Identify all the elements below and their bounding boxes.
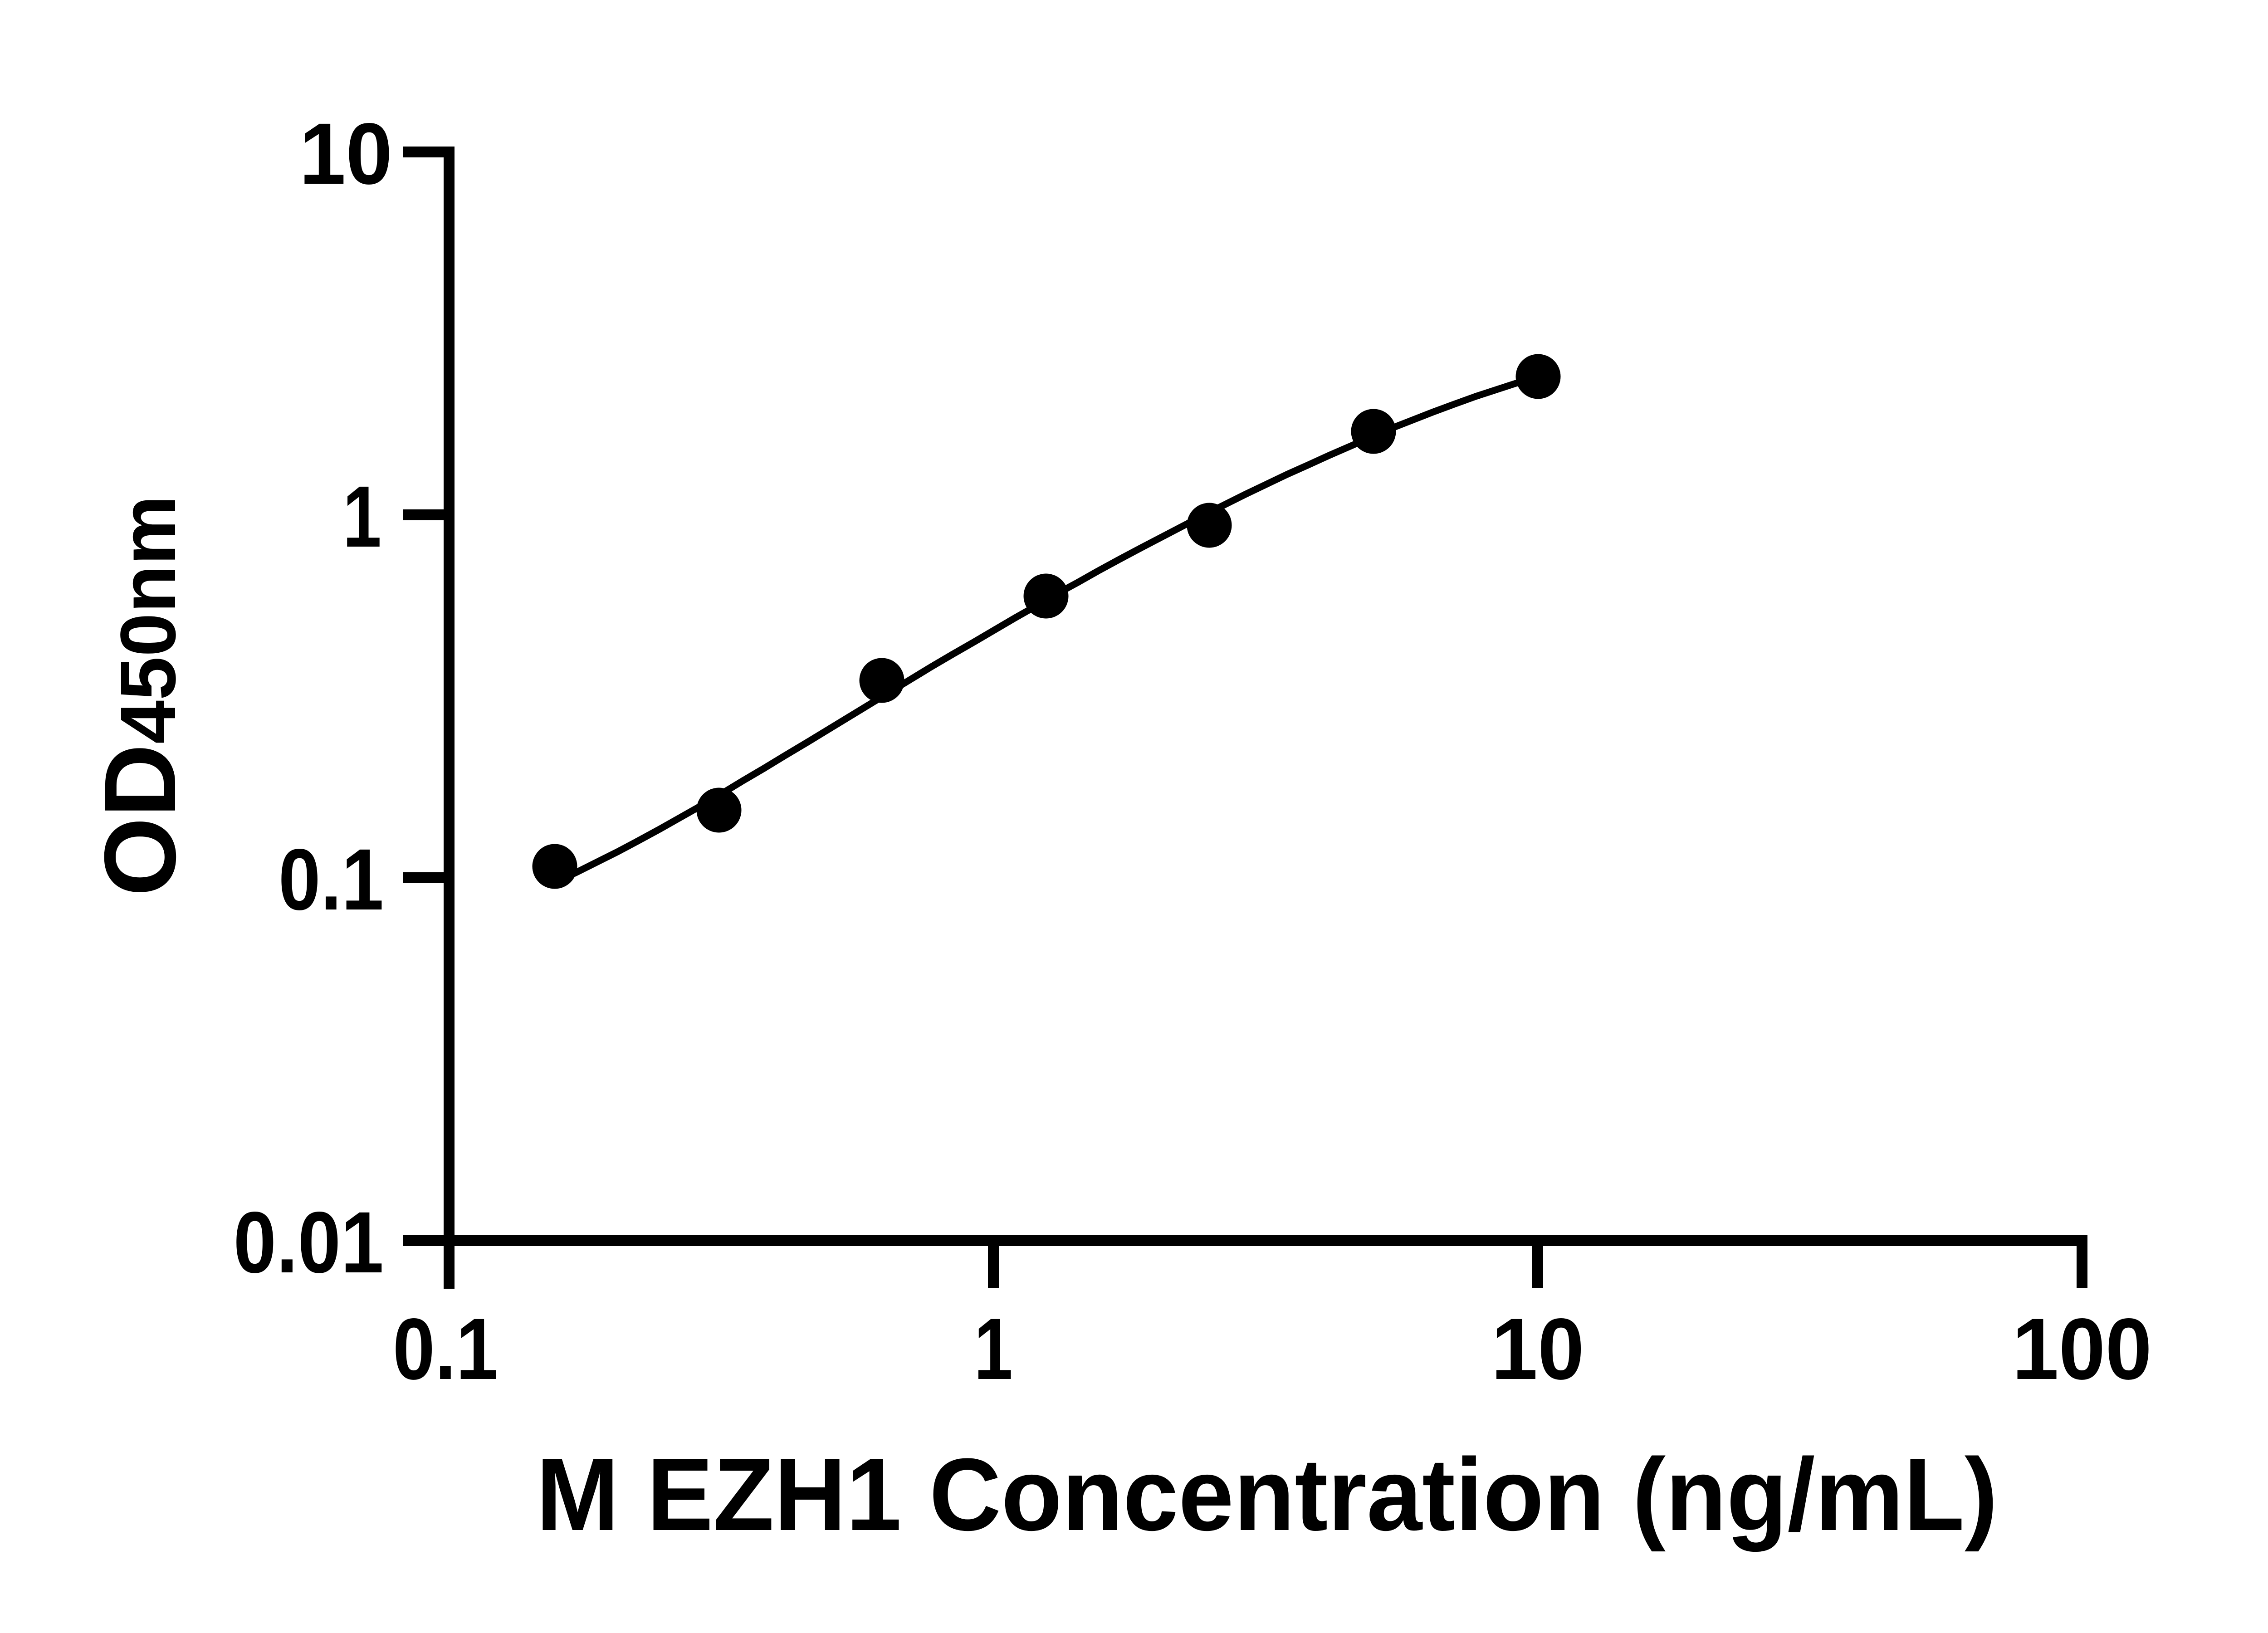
svg-text:M EZH1 Concentration (ng/mL): M EZH1 Concentration (ng/mL) (536, 1437, 1998, 1552)
svg-text:0.1: 0.1 (279, 831, 384, 928)
svg-text:0.1: 0.1 (393, 1301, 498, 1398)
svg-text:100: 100 (2012, 1300, 2152, 1398)
svg-text:1: 1 (974, 1301, 1012, 1398)
svg-text:OD450nm: OD450nm (83, 495, 197, 896)
svg-text:10: 10 (299, 105, 392, 202)
svg-text:1: 1 (343, 468, 381, 565)
svg-text:10: 10 (1491, 1301, 1584, 1398)
svg-text:0.01: 0.01 (234, 1194, 384, 1291)
